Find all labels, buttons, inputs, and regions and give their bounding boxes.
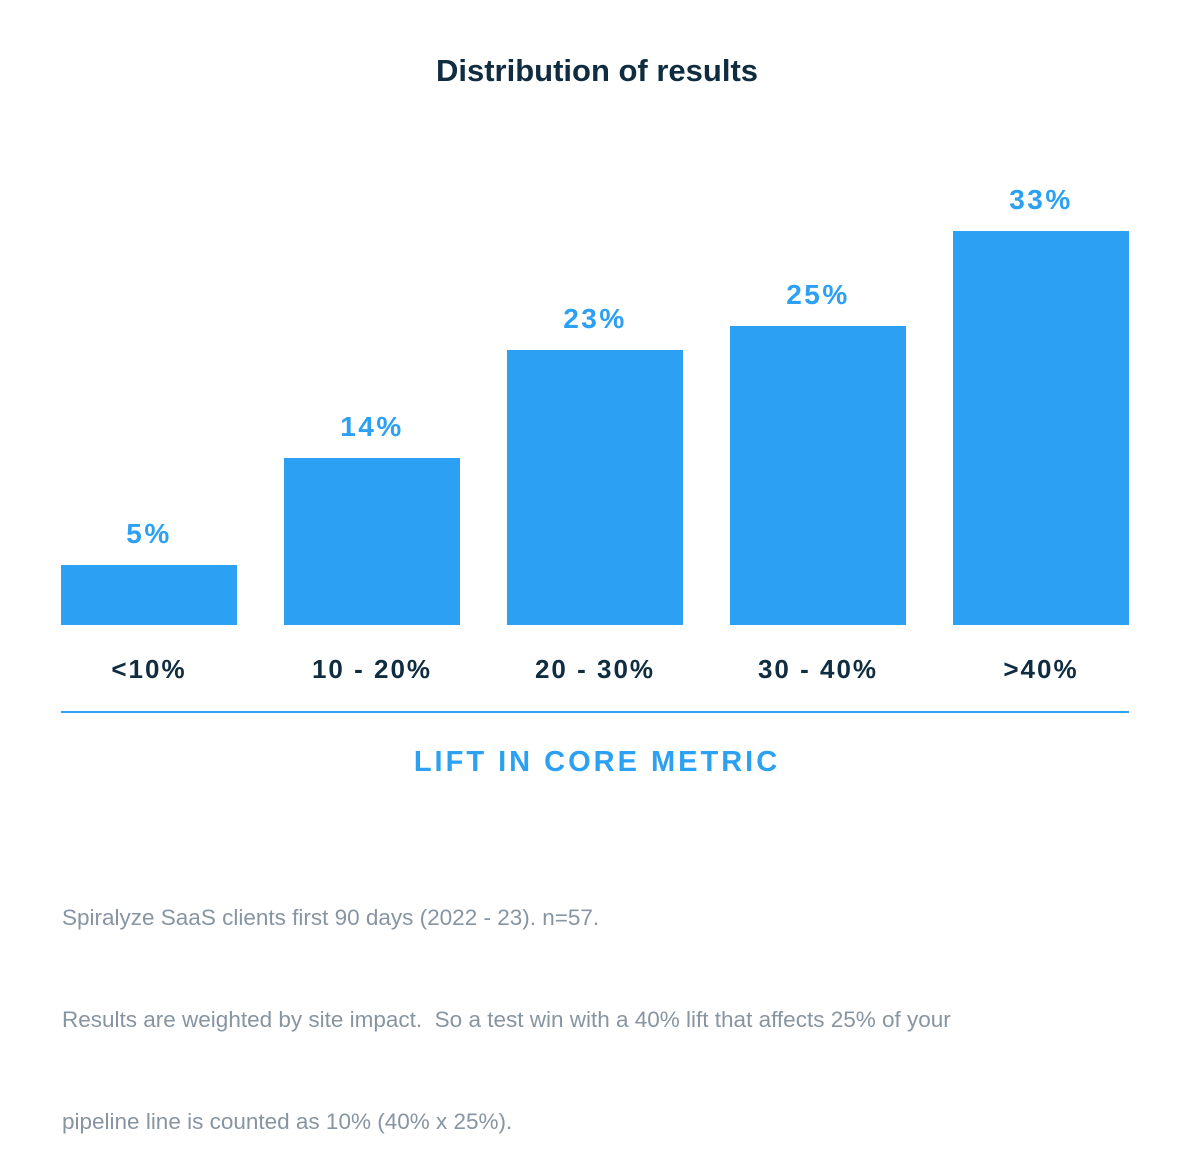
chart-title: Distribution of results — [435, 53, 759, 88]
x-axis-line — [61, 711, 1129, 713]
bar-column: 23% — [507, 185, 683, 625]
bar-column: 25% — [730, 185, 906, 625]
footnote: Spiralyze SaaS clients first 90 days (20… — [62, 833, 1142, 1173]
category-label: 10 - 20% — [311, 654, 433, 684]
footnote-line: Results are weighted by site impact. So … — [62, 1007, 951, 1032]
category-label: 30 - 40% — [757, 654, 879, 684]
bar — [61, 565, 237, 625]
bar-value-label: 23% — [563, 303, 627, 334]
x-axis-category-row: <10% 10 - 20% 20 - 30% 30 - 40% >40% — [61, 653, 1129, 685]
bar — [730, 326, 906, 625]
bar-column: 14% — [284, 185, 460, 625]
bar-column: 33% — [953, 185, 1129, 625]
bar-column: 5% — [61, 185, 237, 625]
x-axis-title: LIFT IN CORE METRIC — [413, 746, 781, 778]
bar — [953, 231, 1129, 625]
bar — [507, 350, 683, 625]
category-label: 20 - 30% — [534, 654, 656, 684]
category-label: <10% — [111, 654, 187, 684]
footnote-line: pipeline line is counted as 10% (40% x 2… — [62, 1109, 513, 1134]
bar — [284, 458, 460, 625]
bar-chart-plot-area: 5% 14% 23% 25% 33% — [61, 185, 1129, 625]
bar-value-label: 5% — [126, 518, 172, 549]
bar-value-label: 14% — [340, 411, 404, 442]
category-label: >40% — [1003, 654, 1079, 684]
footnote-line: Spiralyze SaaS clients first 90 days (20… — [62, 905, 600, 930]
bar-value-label: 33% — [1009, 184, 1073, 215]
bar-value-label: 25% — [786, 279, 850, 310]
